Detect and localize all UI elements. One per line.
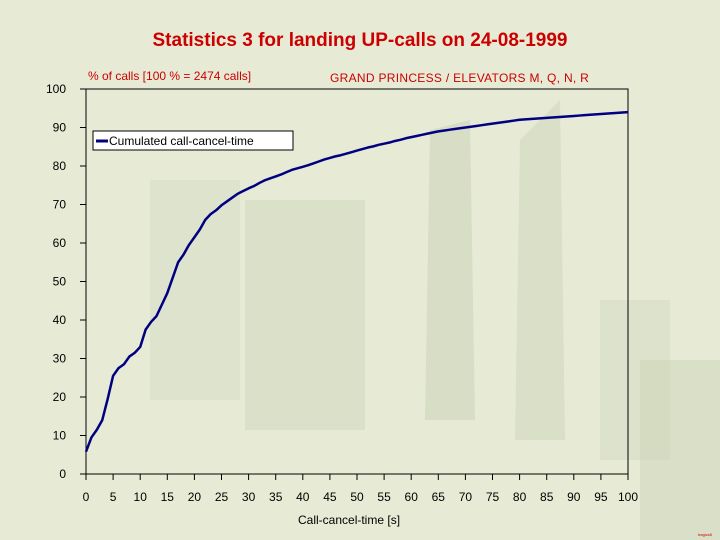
- x-tick-label: 50: [350, 490, 364, 504]
- legend: Cumulated call-cancel-time: [92, 130, 294, 151]
- chart-subtitle: GRAND PRINCESS / ELEVATORS M, Q, N, R: [330, 71, 590, 85]
- series-line: [84, 110, 629, 453]
- series-lines: [84, 110, 629, 453]
- x-tick-label: 100: [618, 490, 638, 504]
- x-tick-label: 15: [161, 490, 175, 504]
- legend-box: [92, 130, 294, 151]
- x-tick-label: 90: [567, 490, 581, 504]
- y-tick-label: 70: [53, 198, 67, 212]
- x-tick-label: 20: [188, 490, 202, 504]
- x-tick-label: 55: [377, 490, 391, 504]
- x-tick-label: 60: [405, 490, 419, 504]
- chart-title: Statistics 3 for landing UP-calls on 24-…: [152, 30, 568, 51]
- y-tick-label: 20: [53, 390, 67, 404]
- x-tick-label: 95: [594, 490, 608, 504]
- y-ticks: 0 10 20 30 40 50 60 70 80 90 100: [46, 82, 86, 481]
- x-tick-label: 65: [432, 490, 446, 504]
- y-tick-label: 0: [59, 467, 66, 481]
- x-axis-label: Call-cancel-time [s]: [298, 513, 401, 527]
- x-tick-label: 70: [459, 490, 473, 504]
- x-tick-label: 45: [323, 490, 337, 504]
- x-tick-label: 85: [540, 490, 554, 504]
- legend-label: Cumulated call-cancel-time: [109, 134, 254, 148]
- y-tick-label: 100: [46, 82, 66, 96]
- x-ticks: 0 5 10 15 20 25 30 35 40 45 50 55 60 65 70 75 80 85 90 95 10…: [83, 474, 638, 504]
- y-tick-label: 80: [53, 159, 67, 173]
- y-axis-label: % of calls [100 % = 2474 calls]: [88, 69, 252, 83]
- y-tick-label: 60: [53, 236, 67, 250]
- y-tick-label: 30: [53, 352, 67, 366]
- y-tick-label: 10: [53, 429, 67, 443]
- x-tick-label: 30: [242, 490, 256, 504]
- x-tick-label: 75: [486, 490, 500, 504]
- x-tick-label: 35: [269, 490, 283, 504]
- x-tick-label: 0: [83, 490, 90, 504]
- x-tick-label: 25: [215, 490, 229, 504]
- y-tick-label: 50: [53, 275, 67, 289]
- x-tick-label: 5: [110, 490, 117, 504]
- y-tick-label: 40: [53, 313, 67, 327]
- footer-mark: tragics5: [697, 532, 712, 537]
- x-tick-label: 80: [513, 490, 527, 504]
- x-tick-label: 10: [134, 490, 148, 504]
- y-tick-label: 90: [53, 121, 67, 135]
- x-tick-label: 40: [296, 490, 310, 504]
